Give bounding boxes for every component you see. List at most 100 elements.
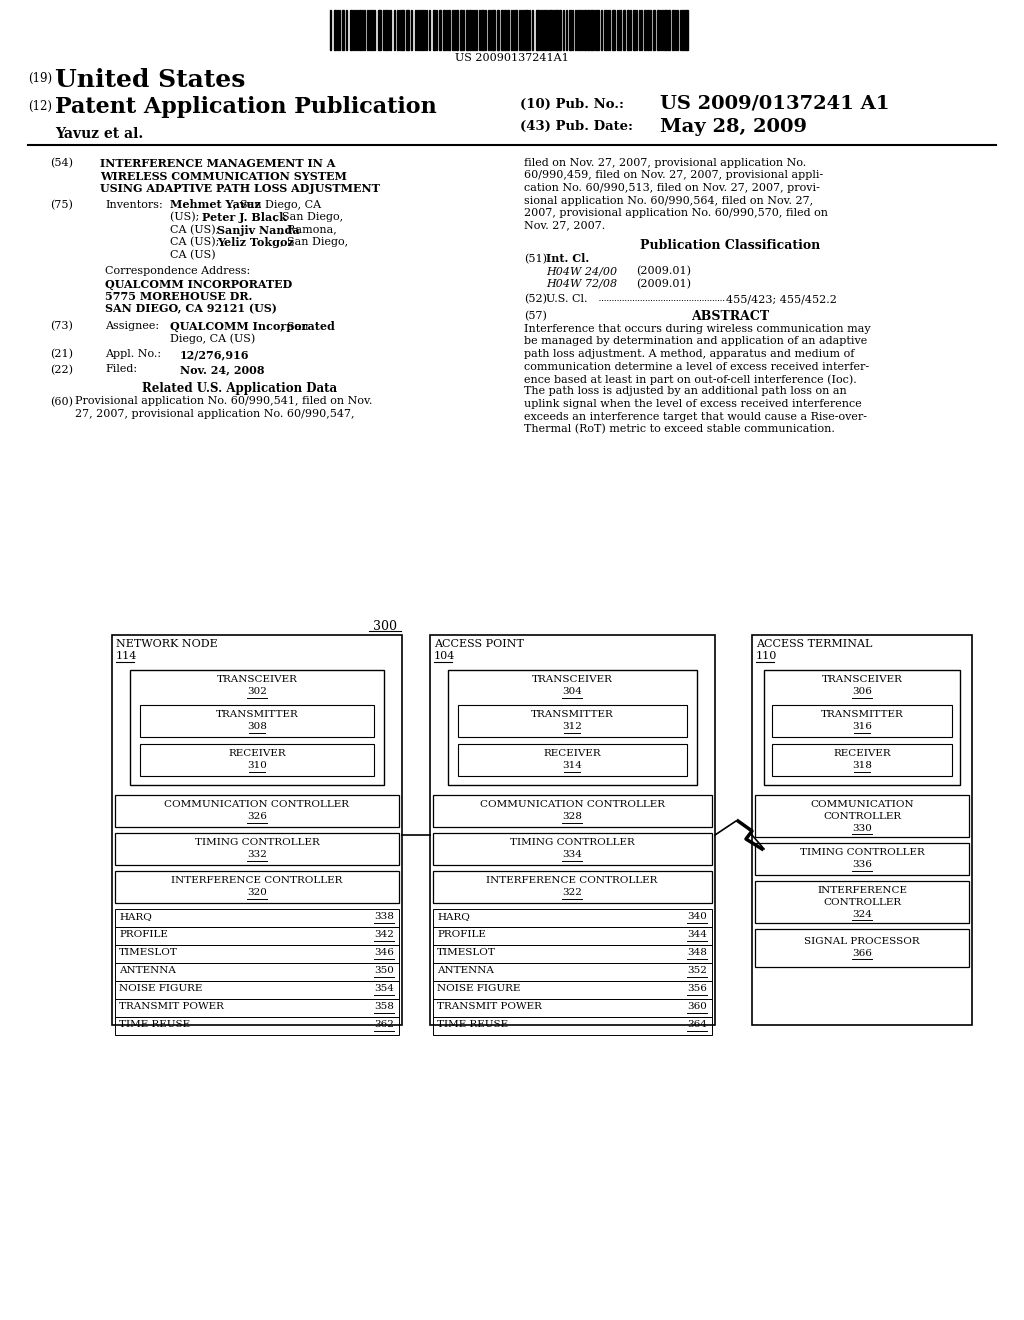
Bar [772, 744, 952, 776]
Text: (12): (12) [28, 100, 52, 114]
Text: (75): (75) [50, 199, 73, 210]
Bar [115, 1016, 399, 1035]
Text: 314: 314 [562, 762, 582, 770]
Bar [664, 11, 667, 50]
Text: NOISE FIGURE: NOISE FIGURE [437, 983, 520, 993]
Text: (21): (21) [50, 348, 73, 359]
Text: Nov. 27, 2007.: Nov. 27, 2007. [524, 220, 605, 231]
Text: Patent Application Publication: Patent Application Publication [55, 96, 437, 117]
Text: 360: 360 [687, 1002, 707, 1011]
Text: HARQ: HARQ [119, 912, 152, 921]
Text: SAN DIEGO, CA 92121 (US): SAN DIEGO, CA 92121 (US) [105, 304, 276, 314]
Text: 322: 322 [562, 888, 582, 898]
Bar [115, 945, 399, 964]
Text: (10) Pub. No.:: (10) Pub. No.: [520, 98, 624, 111]
Bar [755, 795, 969, 837]
Bar [115, 833, 399, 865]
Bar [378, 11, 381, 50]
Text: (2009.01): (2009.01) [636, 267, 691, 276]
Text: Filed:: Filed: [105, 364, 137, 375]
Text: ANTENNA: ANTENNA [119, 966, 176, 975]
Text: Correspondence Address:: Correspondence Address: [105, 267, 250, 276]
Text: , Ramona,: , Ramona, [281, 224, 337, 235]
Text: CA (US);: CA (US); [170, 224, 223, 235]
Text: 342: 342 [374, 931, 394, 939]
Text: 356: 356 [687, 983, 707, 993]
Text: PROFILE: PROFILE [119, 931, 168, 939]
Bar [359, 11, 361, 50]
Text: TRANSCEIVER: TRANSCEIVER [216, 675, 297, 684]
Bar [596, 11, 599, 50]
Bar [559, 11, 561, 50]
Text: INTERFERENCE MANAGEMENT IN A: INTERFERENCE MANAGEMENT IN A [100, 158, 336, 169]
Text: 340: 340 [687, 912, 707, 921]
Text: QUALCOMM Incorporated: QUALCOMM Incorporated [170, 321, 335, 333]
Bar [492, 11, 495, 50]
Bar [433, 871, 712, 903]
Text: TRANSMIT POWER: TRANSMIT POWER [119, 1002, 224, 1011]
Text: (US);: (US); [170, 213, 203, 222]
Text: 302: 302 [247, 686, 267, 696]
Text: 324: 324 [852, 909, 872, 919]
Text: 350: 350 [374, 966, 394, 975]
Text: 332: 332 [247, 850, 267, 859]
Text: 455/423; 455/452.2: 455/423; 455/452.2 [726, 294, 837, 304]
Text: NOISE FIGURE: NOISE FIGURE [119, 983, 203, 993]
Bar [433, 11, 435, 50]
Bar [342, 11, 344, 50]
Bar [460, 11, 462, 50]
Bar [644, 11, 646, 50]
Bar [668, 11, 670, 50]
Text: 338: 338 [374, 912, 394, 921]
Text: PROFILE: PROFILE [437, 931, 485, 939]
Text: Mehmet Yavuz: Mehmet Yavuz [170, 199, 261, 210]
Bar [618, 11, 621, 50]
Bar [443, 11, 445, 50]
Bar [501, 11, 503, 50]
Text: 304: 304 [562, 686, 582, 696]
Text: 334: 334 [562, 850, 582, 859]
Text: , San Diego,: , San Diego, [275, 213, 343, 222]
Bar [458, 705, 687, 737]
Bar [569, 11, 571, 50]
Bar [623, 11, 625, 50]
Bar [433, 795, 712, 828]
Text: (2009.01): (2009.01) [636, 279, 691, 289]
Text: (57): (57) [524, 310, 547, 321]
Bar [130, 671, 384, 785]
Bar [755, 880, 969, 923]
Text: (19): (19) [28, 73, 52, 84]
Text: 328: 328 [562, 812, 582, 821]
Bar [115, 981, 399, 999]
Bar [456, 11, 458, 50]
Bar [481, 11, 484, 50]
Text: Peter J. Black: Peter J. Black [202, 213, 287, 223]
Bar [140, 744, 374, 776]
Text: 352: 352 [687, 966, 707, 975]
Text: RECEIVER: RECEIVER [228, 748, 286, 758]
Bar [469, 11, 471, 50]
Text: 348: 348 [687, 948, 707, 957]
Text: ACCESS POINT: ACCESS POINT [434, 639, 524, 649]
Text: RECEIVER: RECEIVER [543, 748, 601, 758]
Bar [433, 945, 712, 964]
Bar [604, 11, 606, 50]
Bar [515, 11, 517, 50]
Text: 320: 320 [247, 888, 267, 898]
Bar [647, 11, 649, 50]
Text: 358: 358 [374, 1002, 394, 1011]
Bar [764, 671, 961, 785]
Bar [657, 11, 659, 50]
Text: path loss adjustment. A method, apparatus and medium of: path loss adjustment. A method, apparatu… [524, 348, 854, 359]
Text: CONTROLLER: CONTROLLER [823, 812, 901, 821]
Bar [449, 11, 450, 50]
Text: U.S. Cl.: U.S. Cl. [546, 294, 588, 304]
Text: Yeliz Tokgoz: Yeliz Tokgoz [217, 238, 294, 248]
Bar [590, 11, 593, 50]
Text: , San: , San [281, 321, 309, 331]
Bar [433, 964, 712, 981]
Text: 300: 300 [373, 620, 397, 634]
Text: SIGNAL PROCESSOR: SIGNAL PROCESSOR [804, 937, 920, 946]
Bar [555, 11, 558, 50]
Bar [672, 11, 674, 50]
